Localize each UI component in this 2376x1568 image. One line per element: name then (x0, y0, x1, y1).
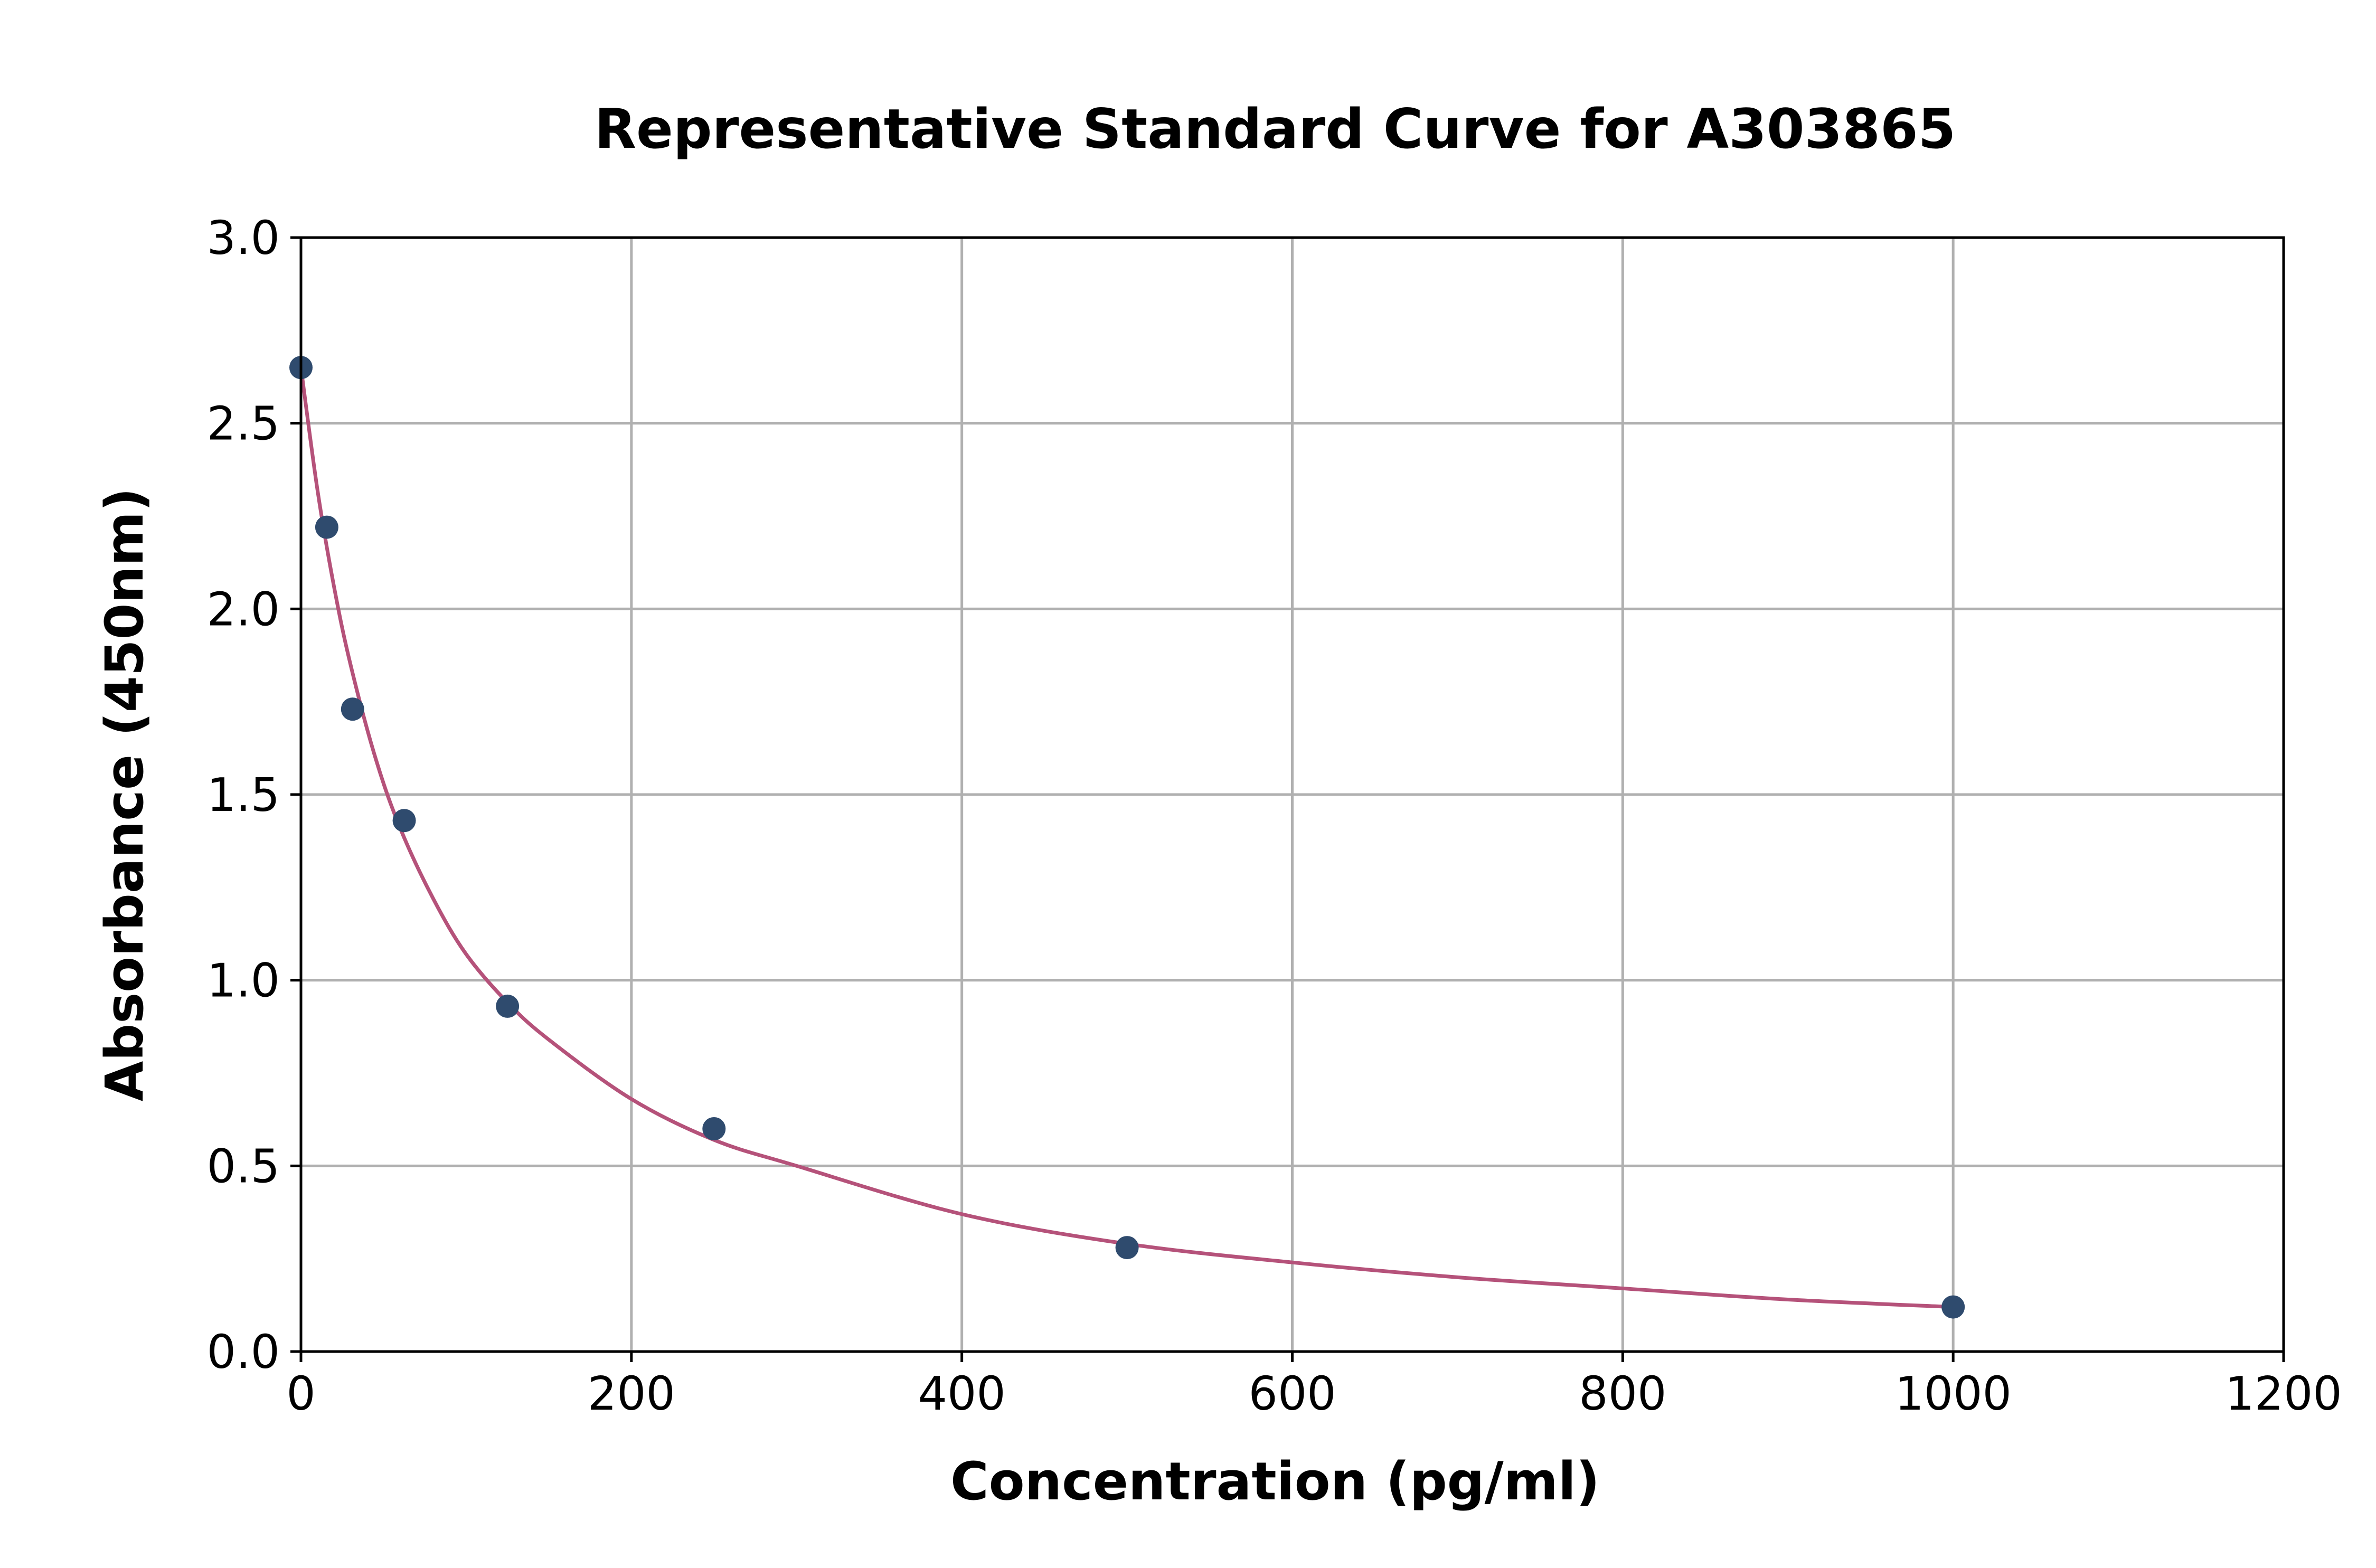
fit-curve-layer (299, 365, 1955, 1309)
y-tick-label: 1.5 (207, 768, 280, 822)
data-point (1941, 1295, 1965, 1319)
x-tick-label: 400 (918, 1367, 1006, 1421)
x-tick-label: 0 (286, 1367, 315, 1421)
data-point (341, 697, 364, 721)
axis-ticks: 0 200 400 600 800 1000 1200 0.0 0.5 1.0 1.5 2.0 2.5 3… (207, 211, 2342, 1421)
fit-curve-line (299, 365, 1955, 1309)
data-point (702, 1117, 726, 1140)
data-point (496, 994, 520, 1018)
y-tick-label: 3.0 (207, 211, 280, 265)
y-tick-label: 1.0 (207, 954, 280, 1008)
data-point (1115, 1236, 1139, 1260)
y-axis-label: Absorbance (450nm) (95, 488, 155, 1101)
data-point (392, 809, 416, 833)
data-point (315, 515, 338, 539)
y-tick-label: 2.0 (207, 582, 280, 636)
chart-title: Representative Standard Curve for A30386… (595, 98, 1956, 161)
x-tick-label: 1200 (2225, 1367, 2342, 1421)
data-points-layer (289, 356, 1965, 1319)
x-tick-label: 200 (588, 1367, 675, 1421)
y-tick-label: 0.5 (207, 1139, 280, 1193)
x-tick-label: 800 (1579, 1367, 1666, 1421)
x-tick-label: 600 (1248, 1367, 1336, 1421)
y-tick-label: 2.5 (207, 397, 280, 451)
grid-lines (299, 236, 2285, 1353)
y-tick-label: 0.0 (207, 1325, 280, 1379)
x-tick-label: 1000 (1894, 1367, 2011, 1421)
x-axis-label: Concentration (pg/ml) (950, 1451, 1600, 1512)
